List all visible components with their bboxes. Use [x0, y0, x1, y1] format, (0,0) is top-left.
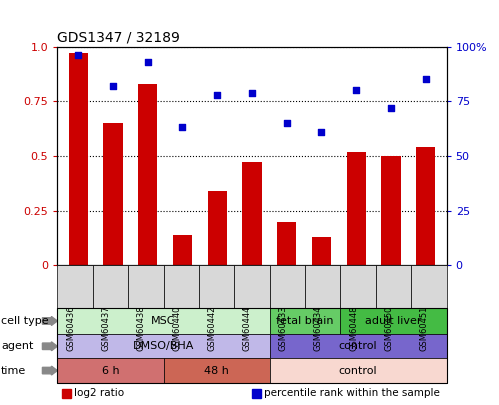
- Text: control: control: [339, 341, 377, 351]
- Text: DMSO/BHA: DMSO/BHA: [133, 341, 194, 351]
- Text: agent: agent: [1, 341, 33, 351]
- Bar: [243, 162, 261, 265]
- Bar: [312, 237, 331, 265]
- Text: time: time: [1, 366, 26, 375]
- Bar: [69, 53, 88, 265]
- Point: [74, 52, 82, 59]
- Text: GSM60450: GSM60450: [385, 306, 394, 351]
- Text: 6 h: 6 h: [102, 366, 119, 375]
- Point: [317, 129, 325, 135]
- Text: control: control: [339, 366, 377, 375]
- Point: [422, 76, 430, 83]
- Text: GSM60444: GSM60444: [243, 306, 252, 351]
- Text: percentile rank within the sample: percentile rank within the sample: [264, 388, 440, 399]
- Point: [179, 124, 187, 131]
- Text: GSM60451: GSM60451: [420, 306, 429, 351]
- Text: GSM60442: GSM60442: [208, 306, 217, 351]
- Text: cell type: cell type: [1, 316, 48, 326]
- Bar: [138, 84, 157, 265]
- Point: [213, 92, 221, 98]
- Point: [248, 89, 256, 96]
- Bar: [103, 123, 123, 265]
- Bar: [208, 191, 227, 265]
- Bar: [416, 147, 435, 265]
- Text: GSM60448: GSM60448: [349, 306, 358, 351]
- Text: GDS1347 / 32189: GDS1347 / 32189: [57, 30, 180, 44]
- Text: MSC: MSC: [151, 316, 176, 326]
- Text: adult liver: adult liver: [365, 316, 422, 326]
- Text: GSM60438: GSM60438: [137, 306, 146, 352]
- Point: [109, 83, 117, 89]
- Text: GSM60433: GSM60433: [278, 306, 287, 352]
- Point: [283, 120, 291, 126]
- Bar: [347, 151, 366, 265]
- Text: fetal brain: fetal brain: [276, 316, 334, 326]
- Bar: [381, 156, 401, 265]
- Text: GSM60437: GSM60437: [101, 306, 110, 352]
- Point: [144, 59, 152, 65]
- Bar: [277, 222, 296, 265]
- Text: GSM60436: GSM60436: [66, 306, 75, 352]
- Bar: [173, 234, 192, 265]
- Text: log2 ratio: log2 ratio: [74, 388, 124, 399]
- Point: [387, 104, 395, 111]
- Text: GSM60434: GSM60434: [314, 306, 323, 351]
- Point: [352, 87, 360, 94]
- Text: GSM60440: GSM60440: [172, 306, 181, 351]
- Text: 48 h: 48 h: [204, 366, 229, 375]
